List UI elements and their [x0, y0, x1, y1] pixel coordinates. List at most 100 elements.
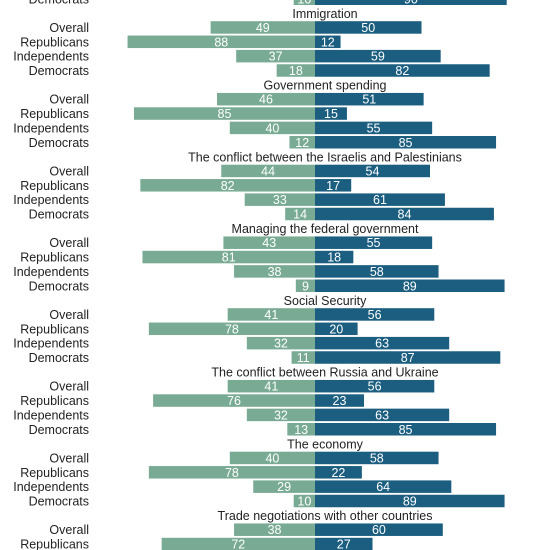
bar-right [315, 523, 443, 536]
group-label: Republicans [20, 251, 89, 265]
group-label: Democrats [29, 0, 89, 6]
bar-right [315, 379, 435, 393]
value-label-left: 14 [293, 208, 307, 222]
bar-left [161, 537, 315, 550]
bar-left [229, 451, 315, 465]
value-label-right: 85 [399, 136, 413, 150]
bar-left [133, 107, 315, 120]
bar-left [234, 265, 315, 278]
bar-right [315, 193, 445, 206]
group-label: Independents [13, 121, 89, 135]
group-label: Overall [49, 523, 89, 537]
group-label: Independents [13, 337, 89, 351]
value-label-left: 10 [297, 0, 311, 6]
value-label-right: 15 [324, 107, 338, 121]
value-label-left: 40 [265, 451, 279, 465]
bar-left [153, 394, 315, 407]
value-label-right: 23 [333, 394, 347, 408]
value-label-left: 78 [225, 466, 239, 480]
bar-right [315, 351, 501, 364]
group-label: Democrats [29, 495, 89, 509]
bar-left [285, 207, 315, 221]
value-label-left: 41 [264, 380, 278, 394]
bar-right [315, 64, 490, 77]
value-label-right: 82 [395, 64, 409, 78]
bar-right [315, 423, 497, 436]
bar-right [315, 322, 358, 336]
section-title: Government spending [264, 79, 387, 93]
value-label-right: 59 [371, 50, 385, 64]
value-label-left: 49 [256, 21, 270, 35]
bar-right [315, 0, 507, 5]
value-label-left: 32 [274, 337, 288, 351]
value-label-left: 41 [264, 308, 278, 322]
value-label-left: 85 [218, 107, 232, 121]
bar-left [246, 336, 315, 350]
value-label-right: 90 [404, 0, 418, 6]
bar-left [210, 21, 315, 34]
value-label-right: 18 [327, 251, 341, 265]
group-label: Republicans [20, 179, 89, 193]
bar-right [315, 49, 441, 63]
group-label: Republicans [20, 538, 89, 550]
value-label-right: 50 [361, 21, 375, 35]
value-label-left: 88 [214, 35, 228, 49]
bar-right [315, 92, 424, 106]
bar-left [140, 179, 315, 192]
group-label: Overall [49, 93, 89, 107]
value-label-right: 56 [368, 380, 382, 394]
bar-right [315, 394, 364, 407]
value-label-right: 56 [368, 308, 382, 322]
group-label: Independents [13, 50, 89, 64]
bar-left [234, 523, 315, 536]
value-label-left: 10 [297, 495, 311, 509]
value-label-left: 11 [297, 351, 310, 365]
bar-right [315, 451, 439, 465]
group-label: Republicans [20, 107, 89, 121]
value-label-left: 43 [262, 236, 276, 250]
bar-left [293, 494, 315, 508]
value-label-left: 29 [277, 480, 291, 494]
value-label-left: 40 [265, 121, 279, 135]
value-label-left: 37 [269, 50, 283, 64]
value-label-left: 82 [221, 179, 235, 193]
value-label-right: 61 [373, 193, 387, 207]
group-label: Overall [49, 380, 89, 394]
bar-left [148, 322, 315, 336]
value-label-right: 54 [366, 164, 380, 178]
value-label-left: 38 [268, 265, 282, 279]
group-label: Republicans [20, 394, 89, 408]
value-label-left: 81 [222, 251, 236, 265]
bar-left [229, 121, 315, 135]
bar-right [315, 35, 341, 49]
value-label-right: 58 [370, 265, 384, 279]
value-label-left: 33 [273, 193, 287, 207]
bar-right [315, 250, 354, 264]
group-label: Overall [49, 164, 89, 178]
section-title: Social Security [284, 294, 367, 308]
bar-left [295, 279, 315, 292]
value-label-right: 22 [331, 466, 345, 480]
bar-right [315, 537, 373, 550]
bar-right [315, 308, 435, 321]
value-label-left: 78 [225, 322, 239, 336]
section-title: Managing the federal government [232, 222, 419, 236]
bar-left [291, 351, 315, 364]
bar-left [148, 466, 315, 479]
value-label-left: 12 [295, 136, 309, 150]
value-label-right: 55 [367, 236, 381, 250]
bar-right [315, 136, 497, 149]
group-label: Independents [13, 408, 89, 422]
value-label-right: 20 [329, 322, 343, 336]
bar-right [315, 121, 433, 135]
group-label: Democrats [29, 279, 89, 293]
value-label-right: 51 [362, 93, 376, 107]
value-label-right: 60 [372, 523, 386, 537]
bar-right [315, 164, 431, 178]
bar-left [127, 35, 315, 49]
bar-left [227, 308, 315, 321]
section-title: Immigration [292, 7, 357, 21]
bar-right [315, 466, 362, 479]
bar-left [244, 193, 315, 206]
value-label-right: 84 [398, 208, 412, 222]
